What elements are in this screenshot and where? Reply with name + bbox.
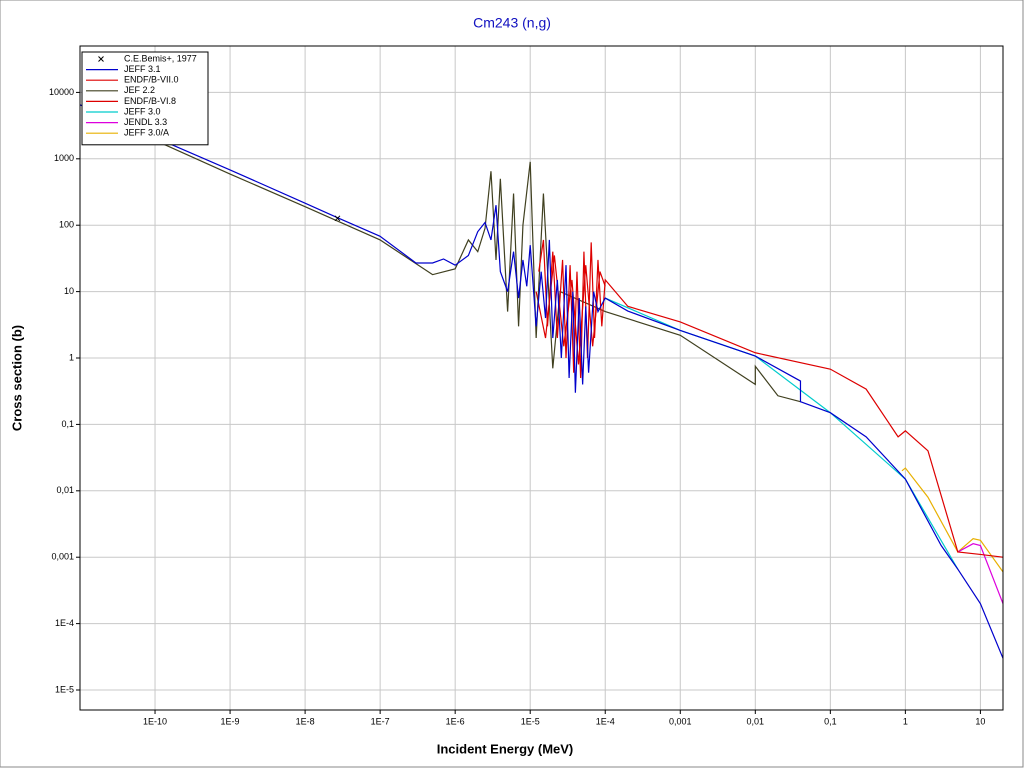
y-axis-label: Cross section (b) [9,325,24,431]
legend-label: ENDF/B-VII.0 [124,75,179,85]
x-tick-label: 10 [975,716,985,726]
legend-label: JEFF 3.1 [124,64,161,74]
legend-label: C.E.Bemis+, 1977 [124,53,197,63]
x-tick-label: 0,001 [669,716,692,726]
x-tick-label: 1E-8 [296,716,315,726]
plot-series [80,104,1003,659]
legend-label: JEFF 3.0 [124,106,161,116]
x-tick-label: 1E-10 [143,716,167,726]
chart-title: Cm243 (n,g) [473,15,551,31]
series-line [538,239,1003,558]
legend-label: JENDL 3.3 [124,117,167,127]
y-tick-label: 1E-4 [55,618,74,628]
x-tick-label: 1E-9 [221,716,240,726]
series-line [957,543,1003,604]
x-axis-label: Incident Energy (MeV) [437,741,574,756]
x-tick-label: 1E-4 [596,716,615,726]
y-tick-label: 1000 [54,153,74,163]
y-tick-label: 10 [64,286,74,296]
x-tick-label: 1E-5 [521,716,540,726]
y-tick-label: 0,1 [61,419,74,429]
x-tick-label: 1 [903,716,908,726]
plot-frame [79,45,1004,711]
x-tick-label: 0,01 [747,716,765,726]
y-tick-label: 100 [59,220,74,230]
legend-box [81,51,209,146]
data-point [334,215,341,222]
y-tick-label: 1E-5 [55,684,74,694]
y-tick-label: 0,01 [56,485,74,495]
x-tick-label: 1E-6 [446,716,465,726]
legend-marker [98,56,104,62]
legend-label: JEFF 3.0/A [124,128,169,138]
legend-label: ENDF/B-VI.8 [124,96,176,106]
legend-label: JEF 2.2 [124,85,155,95]
y-tick-label: 0,001 [51,552,74,562]
grid [76,46,1003,714]
y-tick-label: 1 [69,352,74,362]
series-line [80,104,1003,659]
series-line [154,139,801,403]
x-tick-label: 0,1 [824,716,837,726]
x-tick-label: 1E-7 [371,716,390,726]
y-tick-label: 10000 [49,87,74,97]
